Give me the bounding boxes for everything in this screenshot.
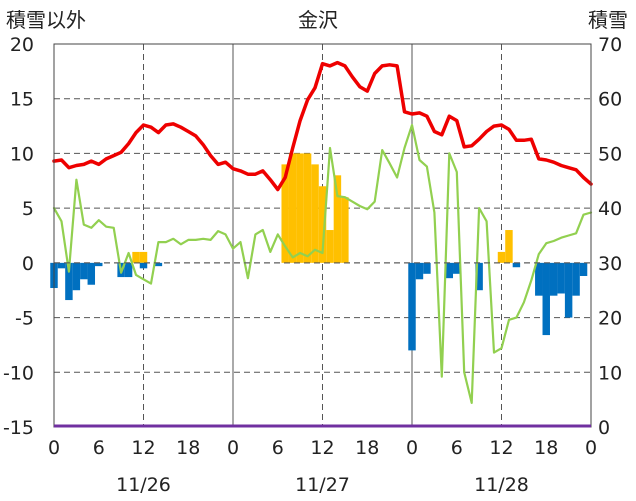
y-right-tick: 30 bbox=[598, 253, 622, 275]
snowfall-bar bbox=[311, 164, 319, 263]
chart-title: 金沢 bbox=[298, 8, 338, 32]
left-axis-title: 積雪以外 bbox=[6, 8, 86, 32]
snowfall-bar bbox=[303, 153, 312, 263]
x-hour-tick: 0 bbox=[585, 437, 597, 459]
precip-negative-bar bbox=[65, 262, 73, 301]
precip-negative-bar bbox=[535, 262, 543, 296]
x-hour-tick: 0 bbox=[227, 437, 239, 459]
snowfall-bar bbox=[281, 164, 289, 263]
precip-negative-bar bbox=[415, 262, 424, 280]
precip-negative-bar bbox=[423, 262, 431, 274]
precip-negative-bar bbox=[564, 262, 573, 318]
precip-negative-bar bbox=[475, 262, 483, 291]
precip-negative-bars bbox=[50, 262, 588, 351]
x-hour-tick: 0 bbox=[48, 437, 60, 459]
snowfall-bars bbox=[132, 153, 513, 263]
right-axis-title: 積雪 bbox=[588, 8, 628, 32]
snowfall-bar bbox=[296, 153, 304, 263]
precip-negative-bar bbox=[572, 262, 580, 296]
x-date-label: 11/26 bbox=[116, 474, 171, 496]
x-hour-tick: 18 bbox=[534, 437, 558, 459]
y-right-tick: 70 bbox=[598, 34, 622, 56]
y-left-tick: 10 bbox=[10, 143, 34, 165]
y-left-tick: 20 bbox=[10, 34, 34, 56]
x-hour-tick: 6 bbox=[272, 437, 284, 459]
y-left-tick: -5 bbox=[15, 308, 34, 330]
y-right-tick: 60 bbox=[598, 89, 622, 111]
precip-negative-bar bbox=[72, 262, 81, 291]
y-right-tick: 20 bbox=[598, 308, 622, 330]
x-hour-tick: 18 bbox=[355, 437, 379, 459]
precip-negative-bar bbox=[80, 262, 88, 280]
y-left-tick: 0 bbox=[22, 253, 34, 275]
precip-negative-bar bbox=[124, 262, 133, 278]
precip-negative-bar bbox=[512, 262, 521, 268]
y-right-tick: 40 bbox=[598, 198, 622, 220]
precip-negative-bar bbox=[453, 262, 461, 274]
x-hour-tick: 6 bbox=[451, 437, 463, 459]
snowfall-bar bbox=[497, 251, 506, 263]
x-hour-tick: 12 bbox=[489, 437, 513, 459]
snowfall-bar bbox=[139, 251, 148, 263]
precip-negative-bar bbox=[445, 262, 454, 279]
series-lines bbox=[52, 60, 593, 404]
x-date-label: 11/27 bbox=[295, 474, 350, 496]
plot-frame bbox=[53, 43, 592, 428]
precip-negative-bar bbox=[408, 262, 416, 351]
precip-negative-bar bbox=[154, 262, 163, 267]
precip-negative-bar bbox=[95, 262, 103, 267]
x-hour-tick: 18 bbox=[176, 437, 200, 459]
snowfall-bar bbox=[505, 230, 513, 263]
x-hour-tick: 6 bbox=[93, 437, 105, 459]
y-left-tick: -10 bbox=[3, 362, 34, 384]
snowfall-bar bbox=[326, 230, 334, 263]
x-hour-tick: 12 bbox=[131, 437, 155, 459]
y-left-tick: 15 bbox=[10, 89, 34, 111]
snowfall-bar bbox=[341, 197, 349, 263]
y-left-tick: -15 bbox=[3, 417, 34, 439]
x-date-label: 11/28 bbox=[474, 474, 529, 496]
y-right-tick: 0 bbox=[598, 417, 610, 439]
x-hour-tick: 12 bbox=[310, 437, 334, 459]
temperature-line bbox=[52, 60, 593, 192]
y-right-tick: 50 bbox=[598, 143, 622, 165]
precip-negative-bar bbox=[87, 262, 96, 285]
snowfall-bar bbox=[288, 153, 297, 263]
precip-negative-bar bbox=[542, 262, 550, 336]
precip-negative-bar bbox=[579, 262, 588, 276]
precip-negative-bar bbox=[139, 262, 148, 269]
snowfall-bar bbox=[333, 175, 342, 263]
snowfall-bar bbox=[132, 251, 140, 263]
y-left-tick: 5 bbox=[22, 198, 34, 220]
precip-negative-bar bbox=[57, 262, 66, 269]
precip-negative-bar bbox=[557, 262, 565, 294]
y-right-tick: 10 bbox=[598, 362, 622, 384]
x-hour-tick: 0 bbox=[406, 437, 418, 459]
snow-depth-line bbox=[52, 123, 593, 404]
snowfall-bar bbox=[318, 186, 327, 263]
precip-negative-bar bbox=[549, 262, 558, 296]
